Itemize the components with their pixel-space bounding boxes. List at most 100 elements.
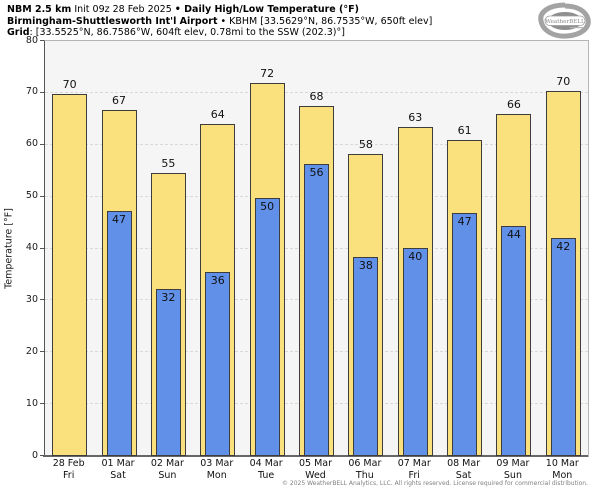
low-value-label: 47	[112, 212, 127, 226]
x-tick-label: 05 Mar Wed	[291, 458, 340, 481]
y-tick-mark	[40, 195, 44, 197]
x-tick-label: 07 Mar Fri	[390, 458, 439, 481]
bar-group: 70 42	[539, 41, 588, 456]
high-value-label: 61	[457, 124, 472, 138]
low-temp-bar: 42	[550, 237, 576, 456]
x-tick-label: 06 Mar Thu	[340, 458, 389, 481]
high-value-label: 55	[161, 156, 176, 170]
bar-group: 63 40	[391, 41, 440, 456]
weatherbell-logo: WeatherBELL	[538, 2, 591, 39]
bar-group: 67 47	[94, 41, 143, 456]
low-temp-bar: 38	[353, 257, 379, 456]
low-temp-bar: 56	[303, 164, 329, 456]
y-tick-label: 20	[25, 345, 38, 357]
y-tick-mark	[40, 403, 44, 405]
x-tick-label: 02 Mar Sun	[143, 458, 192, 481]
y-tick-mark	[40, 40, 44, 41]
x-tick-date: 04 Mar	[249, 458, 283, 469]
low-temp-bar: 47	[452, 212, 478, 456]
logo-brand-text: WeatherBELL	[545, 19, 585, 25]
bar-group: 58 38	[341, 41, 390, 456]
x-tick-day: Fri	[408, 469, 420, 481]
x-axis-line	[43, 455, 588, 457]
bar-group: 55 32	[144, 41, 193, 456]
header-line-3: Grid: [33.5525°N, 86.7586°W, 604ft elev,…	[7, 27, 432, 39]
bar-group: 68 56	[292, 41, 341, 456]
low-value-label: 44	[506, 228, 521, 242]
station-name: Birmingham-Shuttlesworth Int'l Airport	[7, 15, 218, 27]
low-value-label: 42	[556, 239, 571, 253]
high-value-label: 58	[358, 137, 373, 151]
high-temp-bar	[52, 94, 88, 456]
y-tick-label: 80	[25, 34, 38, 46]
low-temp-bar: 40	[402, 247, 428, 456]
x-tick-date: 28 Feb	[52, 458, 85, 469]
x-tick-label: 28 Feb Fri	[44, 458, 93, 481]
low-value-label: 56	[309, 166, 324, 180]
y-tick-mark	[40, 91, 44, 93]
y-tick-label: 50	[25, 190, 38, 202]
y-tick-label: 40	[25, 242, 38, 253]
station-coords: • KBHM [33.5629°N, 86.7535°W, 650ft elev…	[217, 15, 433, 27]
high-value-label: 68	[309, 89, 324, 103]
high-value-label: 67	[112, 94, 127, 107]
x-tick-day: Sun	[503, 469, 522, 481]
plot-area: 70 67 47 55 32 64 36 72 50 68 56 58 38 63 40 61 47 66 44 70…	[44, 40, 589, 457]
x-tick-label: 10 Mar Mon	[538, 458, 587, 481]
header-line-1: NBM 2.5 km Init 09z 28 Feb 2025 • Daily …	[7, 4, 432, 16]
y-tick-mark	[40, 299, 44, 301]
x-tick-day: Sat	[455, 469, 472, 481]
low-value-label: 38	[358, 259, 373, 273]
x-tick-date: 02 Mar	[150, 458, 184, 469]
chart-header: NBM 2.5 km Init 09z 28 Feb 2025 • Daily …	[7, 4, 432, 39]
high-value-label: 72	[260, 67, 275, 81]
header-line-2: Birmingham-Shuttlesworth Int'l Airport •…	[7, 16, 432, 28]
high-value-label: 70	[556, 74, 571, 88]
y-tick-mark	[40, 143, 44, 145]
low-value-label: 40	[408, 249, 423, 263]
x-tick-day: Mon	[552, 469, 573, 481]
high-value-label: 66	[506, 97, 521, 111]
low-value-label: 50	[260, 200, 275, 214]
x-tick-day: Wed	[305, 469, 326, 481]
grid-coords: : [33.5525°N, 86.7586°W, 604ft elev, 0.7…	[29, 27, 345, 38]
x-tick-date: 05 Mar	[298, 458, 333, 469]
x-tick-day: Sat	[110, 469, 126, 481]
y-tick-mark	[40, 247, 44, 249]
x-tick-day: Fri	[63, 469, 75, 481]
x-tick-label: 03 Mar Mon	[192, 458, 241, 481]
x-tick-day: Sun	[158, 469, 177, 481]
high-value-label: 63	[408, 111, 423, 125]
low-temp-bar: 50	[254, 198, 280, 456]
x-tick-day: Mon	[206, 469, 227, 481]
y-tick-label: 60	[25, 138, 38, 150]
init-time: Init 09z 28 Feb 2025	[71, 4, 175, 15]
y-tick-label: 0	[31, 449, 38, 461]
x-tick-date: 09 Mar	[496, 458, 530, 469]
low-value-label: 36	[210, 273, 225, 287]
x-tick-day: Tue	[258, 469, 275, 481]
y-tick-mark	[40, 455, 44, 456]
model-name: NBM 2.5 km	[7, 4, 72, 15]
low-temp-bar: 36	[205, 271, 231, 456]
bar-group: 70	[45, 41, 94, 456]
bar-group: 64 36	[193, 41, 242, 456]
low-value-label: 32	[161, 290, 176, 304]
grid-label: Grid	[7, 27, 30, 38]
chart-title: • Daily High/Low Temperature (°F)	[174, 4, 359, 15]
low-temp-bar: 44	[501, 226, 527, 456]
logo-swirl-icon	[538, 2, 591, 39]
grid-line	[45, 91, 588, 93]
y-tick-mark	[40, 351, 44, 353]
bar-group: 72 50	[242, 41, 291, 456]
x-tick-date: 01 Mar	[101, 458, 135, 469]
logo-tagline-line	[570, 27, 584, 29]
x-tick-date: 03 Mar	[200, 458, 234, 469]
high-value-label: 70	[62, 78, 77, 92]
x-tick-date: 08 Mar	[447, 458, 481, 469]
y-tick-label: 70	[25, 86, 38, 98]
logo-pill	[544, 15, 586, 26]
y-tick-label: 10	[25, 397, 38, 409]
y-tick-label: 30	[25, 293, 38, 305]
